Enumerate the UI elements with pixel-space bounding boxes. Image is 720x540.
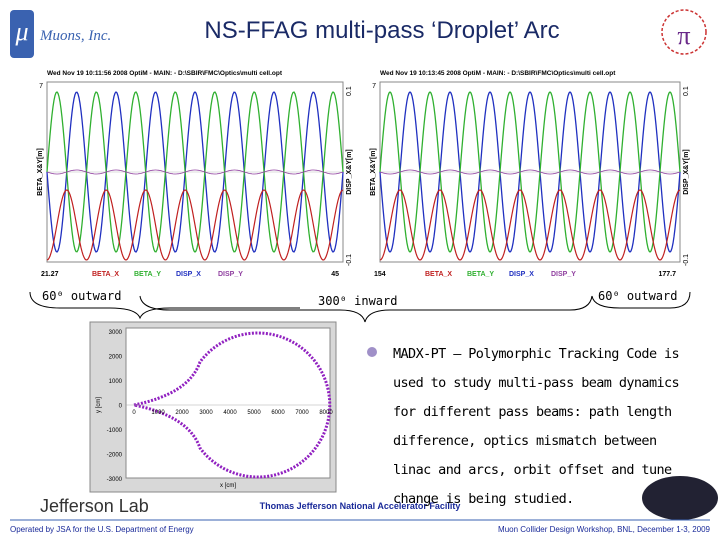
logo-symbol: μ xyxy=(14,17,28,46)
y-right-top: 0.1 xyxy=(683,86,690,96)
footer-lab: Jefferson Lab xyxy=(40,496,149,516)
orbit-y-tick: 3000 xyxy=(109,330,123,336)
logo-text: Muons, Inc. xyxy=(39,28,111,44)
curve xyxy=(46,169,344,175)
curve xyxy=(379,169,681,175)
plot-header: Wed Nov 19 10:13:45 2008 OptiM - MAIN: -… xyxy=(380,70,616,77)
brace xyxy=(29,291,300,320)
legend-entry: DISP_X xyxy=(509,271,534,278)
legend-entry: BETA_X xyxy=(425,271,452,278)
footer-operated: Operated by JSA for the U.S. Department … xyxy=(10,525,194,534)
orbit-y-tick: -2000 xyxy=(107,453,123,459)
x-start: 21.27 xyxy=(41,271,59,278)
y-right-label: DISP_X&Y[m] xyxy=(346,149,353,195)
footer-event: Muon Collider Design Workshop, BNL, Dece… xyxy=(498,525,711,534)
curve xyxy=(46,91,344,253)
y-left-label: BETA_X&Y[m] xyxy=(37,148,44,196)
orbit-x-label: x [cm] xyxy=(220,483,236,489)
y-left-label: BETA_X&Y[m] xyxy=(370,148,377,196)
orbit-y-tick: 1000 xyxy=(109,379,123,385)
y-right-label: DISP_X&Y[m] xyxy=(683,149,690,195)
orbit-y-tick: -3000 xyxy=(107,477,123,483)
curve xyxy=(379,189,681,261)
y-right-bottom: -0.1 xyxy=(683,254,690,266)
bullet-icon xyxy=(367,347,377,357)
legend-entry: BETA_Y xyxy=(134,271,161,278)
title: NS-FFAG multi-pass ‘Droplet’ Arc xyxy=(204,17,559,44)
orbit-y-tick: -1000 xyxy=(107,428,123,434)
workshop-logo xyxy=(642,476,718,520)
legend-entry: DISP_Y xyxy=(218,271,243,278)
logo-box xyxy=(10,10,34,58)
footer-facility: Thomas Jefferson National Accelerator Fa… xyxy=(260,501,461,511)
bullet-text: MADX-PT – Polymorphic Tracking Code is u… xyxy=(393,346,680,507)
legend-entry: DISP_X xyxy=(176,271,201,278)
x-end: 45 xyxy=(331,271,339,278)
curve xyxy=(46,91,344,253)
orbit-x-tick: 0 xyxy=(132,410,136,416)
orbit-x-tick: 1000 xyxy=(151,410,165,416)
orbit-plot-area xyxy=(125,327,331,479)
y-left-top: 7 xyxy=(39,83,43,90)
orbit-x-tick: 2000 xyxy=(175,410,189,416)
brace xyxy=(591,291,691,309)
orbit-x-tick: 5000 xyxy=(247,410,261,416)
annotation: 60⁰ outward xyxy=(42,289,121,303)
orbit-y-tick: 0 xyxy=(119,404,123,410)
orbit-x-tick: 6000 xyxy=(271,410,285,416)
brace xyxy=(139,295,593,323)
annotation: 300⁰ inward xyxy=(318,294,397,308)
curve xyxy=(379,91,681,253)
orbit-y-label: y [cm] xyxy=(96,397,102,413)
orbit-curve xyxy=(133,331,332,479)
orbit-x-tick: 8000 xyxy=(319,410,333,416)
legend-entry: BETA_X xyxy=(92,271,119,278)
legend-entry: DISP_Y xyxy=(551,271,576,278)
plot-header: Wed Nov 19 10:11:56 2008 OptiM - MAIN: -… xyxy=(47,70,283,77)
orbit-y-tick: 2000 xyxy=(109,355,123,361)
x-start: 154 xyxy=(374,271,386,278)
orbit-x-tick: 7000 xyxy=(295,410,309,416)
annotation: 60⁰ outward xyxy=(598,289,677,303)
y-right-top: 0.1 xyxy=(346,86,353,96)
y-right-bottom: -0.1 xyxy=(346,254,353,266)
logo-pi: π xyxy=(677,21,690,50)
x-end: 177.7 xyxy=(658,271,676,278)
y-left-top: 7 xyxy=(372,83,376,90)
logo-ring xyxy=(661,9,707,55)
orbit-x-tick: 3000 xyxy=(199,410,213,416)
curve xyxy=(379,91,681,253)
orbit-x-tick: 4000 xyxy=(223,410,237,416)
legend-entry: BETA_Y xyxy=(467,271,494,278)
curve xyxy=(46,189,344,261)
